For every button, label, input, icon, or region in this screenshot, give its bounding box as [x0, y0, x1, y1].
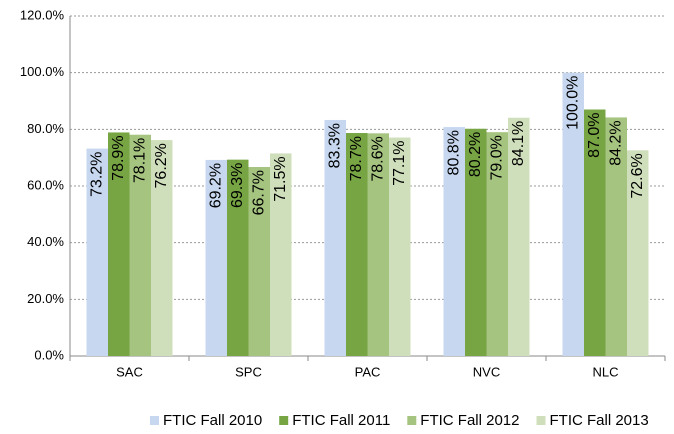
- value-label: 73.2%: [88, 152, 105, 197]
- value-label: 78.9%: [110, 135, 127, 180]
- legend-label: FTIC Fall 2012: [420, 412, 519, 429]
- x-tick-label: PAC: [355, 364, 381, 379]
- value-label: 87.0%: [586, 113, 603, 158]
- bar: [627, 150, 649, 356]
- bar: [151, 140, 173, 356]
- value-label: 69.2%: [207, 163, 224, 208]
- x-tick-label: NVC: [473, 364, 500, 379]
- y-tick-label: 60.0%: [27, 177, 64, 192]
- value-label: 69.3%: [229, 163, 246, 208]
- value-label: 78.7%: [348, 136, 365, 181]
- y-tick-label: 120.0%: [20, 7, 65, 22]
- bar: [248, 167, 270, 356]
- legend-swatch: [279, 416, 289, 425]
- bar: [324, 119, 346, 356]
- legend-label: FTIC Fall 2011: [292, 412, 390, 429]
- bar: [562, 72, 584, 357]
- legend-label: FTIC Fall 2010: [163, 412, 262, 429]
- value-label: 78.1%: [131, 138, 148, 183]
- legend-label: FTIC Fall 2013: [550, 412, 649, 429]
- value-label: 77.1%: [391, 141, 408, 186]
- value-label: 83.3%: [326, 123, 343, 168]
- value-label: 84.2%: [607, 120, 624, 165]
- value-label: 80.2%: [467, 132, 484, 177]
- legend-swatch: [150, 416, 159, 425]
- value-label: 84.1%: [510, 121, 527, 166]
- bar: [129, 134, 151, 356]
- y-tick-label: 80.0%: [27, 121, 64, 136]
- value-label: 76.2%: [153, 143, 170, 188]
- x-tick-label: NLC: [592, 364, 618, 379]
- bar: [605, 117, 627, 356]
- bar: [86, 148, 108, 356]
- value-label: 79.0%: [488, 135, 505, 180]
- value-label: 71.5%: [272, 156, 289, 201]
- bar: [389, 137, 411, 356]
- bar: [584, 109, 606, 356]
- bar: [205, 159, 227, 356]
- bar: [367, 133, 389, 356]
- bar: [270, 153, 292, 356]
- bar: [486, 132, 508, 356]
- value-label: 100.0%: [564, 76, 581, 130]
- y-tick-label: 0.0%: [34, 347, 64, 362]
- x-tick-label: SAC: [116, 364, 143, 379]
- value-label: 78.6%: [369, 136, 386, 181]
- bar: [465, 128, 487, 356]
- y-tick-label: 20.0%: [27, 291, 64, 306]
- bar: [508, 117, 530, 356]
- value-label: 80.8%: [445, 130, 462, 175]
- value-label: 72.6%: [629, 153, 646, 198]
- y-tick-label: 100.0%: [20, 64, 65, 79]
- bar: [346, 133, 368, 356]
- x-tick-label: SPC: [235, 364, 262, 379]
- legend-swatch: [536, 416, 546, 425]
- bar: [227, 159, 249, 356]
- bar: [443, 127, 465, 356]
- legend-swatch: [407, 416, 417, 425]
- bar: [108, 132, 130, 356]
- value-label: 66.7%: [250, 170, 267, 215]
- y-tick-label: 40.0%: [27, 234, 64, 249]
